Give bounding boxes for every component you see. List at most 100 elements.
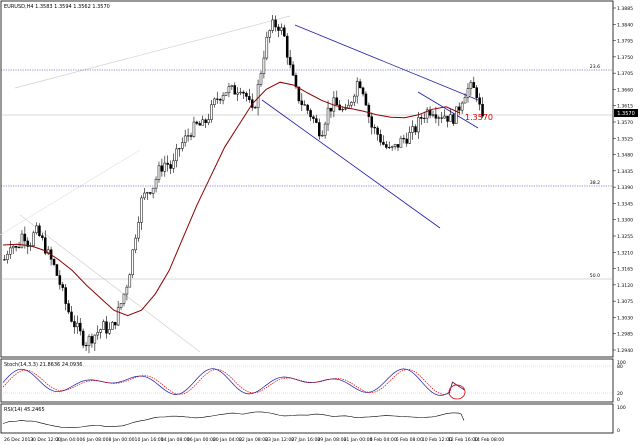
channel-lower-line <box>261 99 441 229</box>
candle-bull <box>143 192 146 199</box>
level-label-2: 38.2 <box>590 180 600 186</box>
candle-bull <box>422 117 426 119</box>
candle-bear <box>70 311 73 322</box>
candle-bull <box>119 303 123 308</box>
time-axis-label: 14 Jan 08:00 <box>161 437 190 443</box>
candle-bear <box>105 321 108 334</box>
candle-bull <box>323 123 327 136</box>
candle-bull <box>265 36 269 59</box>
candle-bull <box>178 148 181 150</box>
candle-bull <box>102 321 105 330</box>
candle-bull <box>387 146 391 149</box>
candle-bull <box>181 142 184 149</box>
main-price-panel[interactable] <box>0 0 614 358</box>
candle-bear <box>370 116 374 128</box>
candle-bull <box>271 19 274 31</box>
candle-bear <box>61 284 65 288</box>
price-scale-label: 1.3120 <box>617 283 633 289</box>
price-scale-label: 1.3300 <box>617 218 633 224</box>
candle-bear <box>297 86 301 102</box>
candle-bear <box>90 336 94 344</box>
candle-bear <box>291 64 295 76</box>
candle-bull <box>268 30 272 38</box>
candle-bull <box>93 334 97 344</box>
moving-average-line <box>2 81 461 317</box>
candle-bear <box>26 240 30 247</box>
time-axis-label: 22 Jan 08:00 <box>239 437 268 443</box>
candle-bear <box>367 104 371 117</box>
candle-bull <box>186 135 190 137</box>
candle-bull <box>151 187 155 194</box>
candle-bear <box>303 104 306 106</box>
candle-bull <box>460 102 464 111</box>
candle-bear <box>233 85 237 95</box>
price-scale-label: 1.3165 <box>617 267 633 273</box>
price-scale-label: 1.3885 <box>617 6 633 12</box>
price-scale-label: 1.3345 <box>617 201 633 207</box>
candle-bull <box>35 225 38 234</box>
candle-bull <box>443 115 446 119</box>
time-axis-label: 6 Jan 08:00 <box>82 437 108 443</box>
candle-bull <box>239 91 242 94</box>
candle-bull <box>128 274 132 288</box>
candle-bull <box>326 107 330 125</box>
price-scale-label: 1.3255 <box>617 234 633 240</box>
candle-bull <box>344 108 347 110</box>
candle-bear <box>41 235 44 238</box>
stochastic-panel[interactable] <box>0 358 614 403</box>
time-axis-label: 23 Jan 12:00 <box>265 437 294 443</box>
price-annotation: 1.3570 <box>465 113 493 122</box>
price-scale-label: 1.3480 <box>617 153 633 159</box>
candle-bear <box>215 98 219 100</box>
candle-bear <box>52 259 56 265</box>
candle-bear <box>318 122 321 137</box>
candle-bull <box>134 237 137 251</box>
candle-bear <box>288 57 292 66</box>
candle-bear <box>440 117 444 119</box>
candle-bear <box>300 100 304 105</box>
candle-bull <box>411 126 414 133</box>
candle-bull <box>122 293 126 304</box>
candle-bull <box>455 106 458 124</box>
candle-bull <box>99 329 102 333</box>
candle-bull <box>425 109 429 119</box>
candle-bear <box>43 237 47 254</box>
candle-bull <box>87 336 91 346</box>
candle-bear <box>382 141 385 145</box>
trendline-grey-lower <box>19 214 201 353</box>
time-axis-label: 6 Feb 08:00 <box>396 437 423 443</box>
candle-bear <box>204 119 207 123</box>
time-axis-label: 14 Feb 08:00 <box>474 437 504 443</box>
price-scale-label: 1.3030 <box>617 315 633 321</box>
price-scale-label: 1.3750 <box>617 55 633 61</box>
price-scale-label: 1.3435 <box>617 169 633 175</box>
candle-bear <box>420 117 423 119</box>
stoch-scale-20: 20 <box>617 391 623 397</box>
stoch-scale-0: 0 <box>617 397 620 403</box>
candle-bear <box>218 99 222 101</box>
time-axis-label: 27 Jan 16:00 <box>291 437 320 443</box>
candle-bull <box>417 117 420 133</box>
candle-bear <box>414 126 417 133</box>
rsi-panel[interactable] <box>0 403 614 434</box>
candle-bull <box>213 98 216 105</box>
candle-bull <box>230 85 234 87</box>
candle-bull <box>6 254 9 260</box>
candle-bear <box>457 106 461 111</box>
level-label-3: 50.0 <box>590 273 600 279</box>
time-axis-label: 16 Jan 00:00 <box>187 437 216 443</box>
candle-bear <box>23 233 27 242</box>
candle-bull <box>469 82 473 89</box>
candle-bull <box>341 108 344 111</box>
candle-bull <box>96 332 100 336</box>
candle-bull <box>236 92 239 95</box>
candle-bear <box>309 110 312 118</box>
stochastic-signal-line <box>2 369 465 395</box>
candle-bull <box>140 197 143 223</box>
candle-bull <box>9 247 12 255</box>
candle-bear <box>402 138 406 140</box>
time-axis-label: 10 Jan 16:00 <box>135 437 164 443</box>
candle-bear <box>245 92 248 97</box>
